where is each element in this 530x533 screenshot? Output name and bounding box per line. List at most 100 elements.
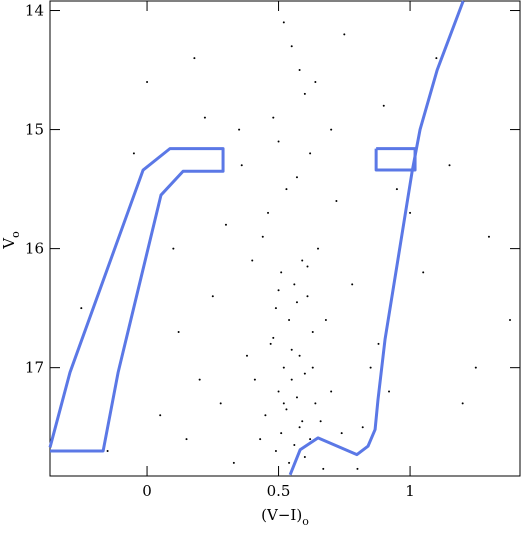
star-point [330,390,333,393]
star-point [288,319,291,322]
star-point [343,33,346,36]
star-point [303,455,306,458]
x-label-main: (V−I) [261,506,302,524]
star-point [251,259,254,262]
x-tick-label: 0.5 [267,482,291,500]
star-point [290,348,293,351]
star-point [80,307,83,310]
x-tick-label: 1 [405,482,415,500]
star-point [311,366,314,369]
star-point [301,420,304,423]
star-point [211,295,214,298]
star-point [240,164,243,167]
star-point [280,432,283,435]
y-label-sub: o [9,231,22,238]
star-point [132,152,135,155]
star-point [259,438,262,441]
star-point [285,188,288,191]
star-point [377,342,380,345]
star-point [322,467,325,470]
star-point [277,140,280,143]
star-point [293,283,296,286]
star-point [324,319,327,322]
star-point [435,57,438,60]
outline-rgb-line [288,0,465,476]
star-point [290,45,293,48]
star-point [267,211,270,214]
star-point [185,438,188,441]
outline-rc-box [374,147,417,172]
star-point [193,57,196,60]
star-point [395,188,398,191]
star-point [340,432,343,435]
star-point [282,366,285,369]
star-point [272,116,275,119]
star-point [330,128,333,131]
star-point [303,372,306,375]
star-point [261,235,264,238]
star-point [295,301,298,304]
star-point [369,366,372,369]
star-point [172,247,175,250]
star-point [509,319,512,322]
star-point [274,307,277,310]
star-point [298,69,301,72]
star-point [351,283,354,286]
star-point [298,354,301,357]
star-point [293,444,296,447]
y-tick-label: 14 [25,2,44,20]
star-point [306,295,309,298]
star-point [474,366,477,369]
star-point [461,402,464,405]
star-point [382,104,385,107]
star-point [309,438,312,441]
star-point [314,80,317,83]
star-point [146,80,149,83]
star-point [317,247,320,250]
x-label-sub: o [302,515,309,528]
y-tick-label: 17 [25,359,44,377]
y-label-main: V [0,237,18,250]
star-point [274,450,277,452]
star-point [282,21,285,24]
star-point [159,414,162,417]
star-point [177,330,180,333]
star-point [314,402,317,405]
star-point [295,176,298,179]
star-point [422,271,425,274]
x-tick-label: 0 [142,482,152,500]
star-point [285,408,288,411]
star-point [298,426,301,429]
star-point [361,426,364,429]
star-point [306,265,309,268]
star-point [245,354,248,357]
star-point [198,378,201,381]
star-point [203,116,206,119]
star-point [269,342,272,345]
star-point [319,420,322,423]
star-point [238,128,241,131]
star-point [487,235,490,238]
outline-hb-box [48,147,225,453]
star-point [295,396,298,399]
star-point [309,152,312,155]
plot-frame [49,0,521,477]
star-point [409,211,412,214]
star-point [280,271,283,274]
star-point [311,330,314,333]
star-point [388,390,391,393]
star-point [288,461,291,464]
star-point [277,390,280,393]
star-point [219,402,222,405]
star-point [106,450,109,452]
x-label: (V−I)o [261,506,309,528]
star-point [356,467,359,470]
star-point [264,414,267,417]
star-point [277,289,280,292]
star-point [303,92,306,95]
star-point [448,164,451,167]
star-point [232,461,235,464]
star-point [282,402,285,405]
star-point [301,259,304,262]
